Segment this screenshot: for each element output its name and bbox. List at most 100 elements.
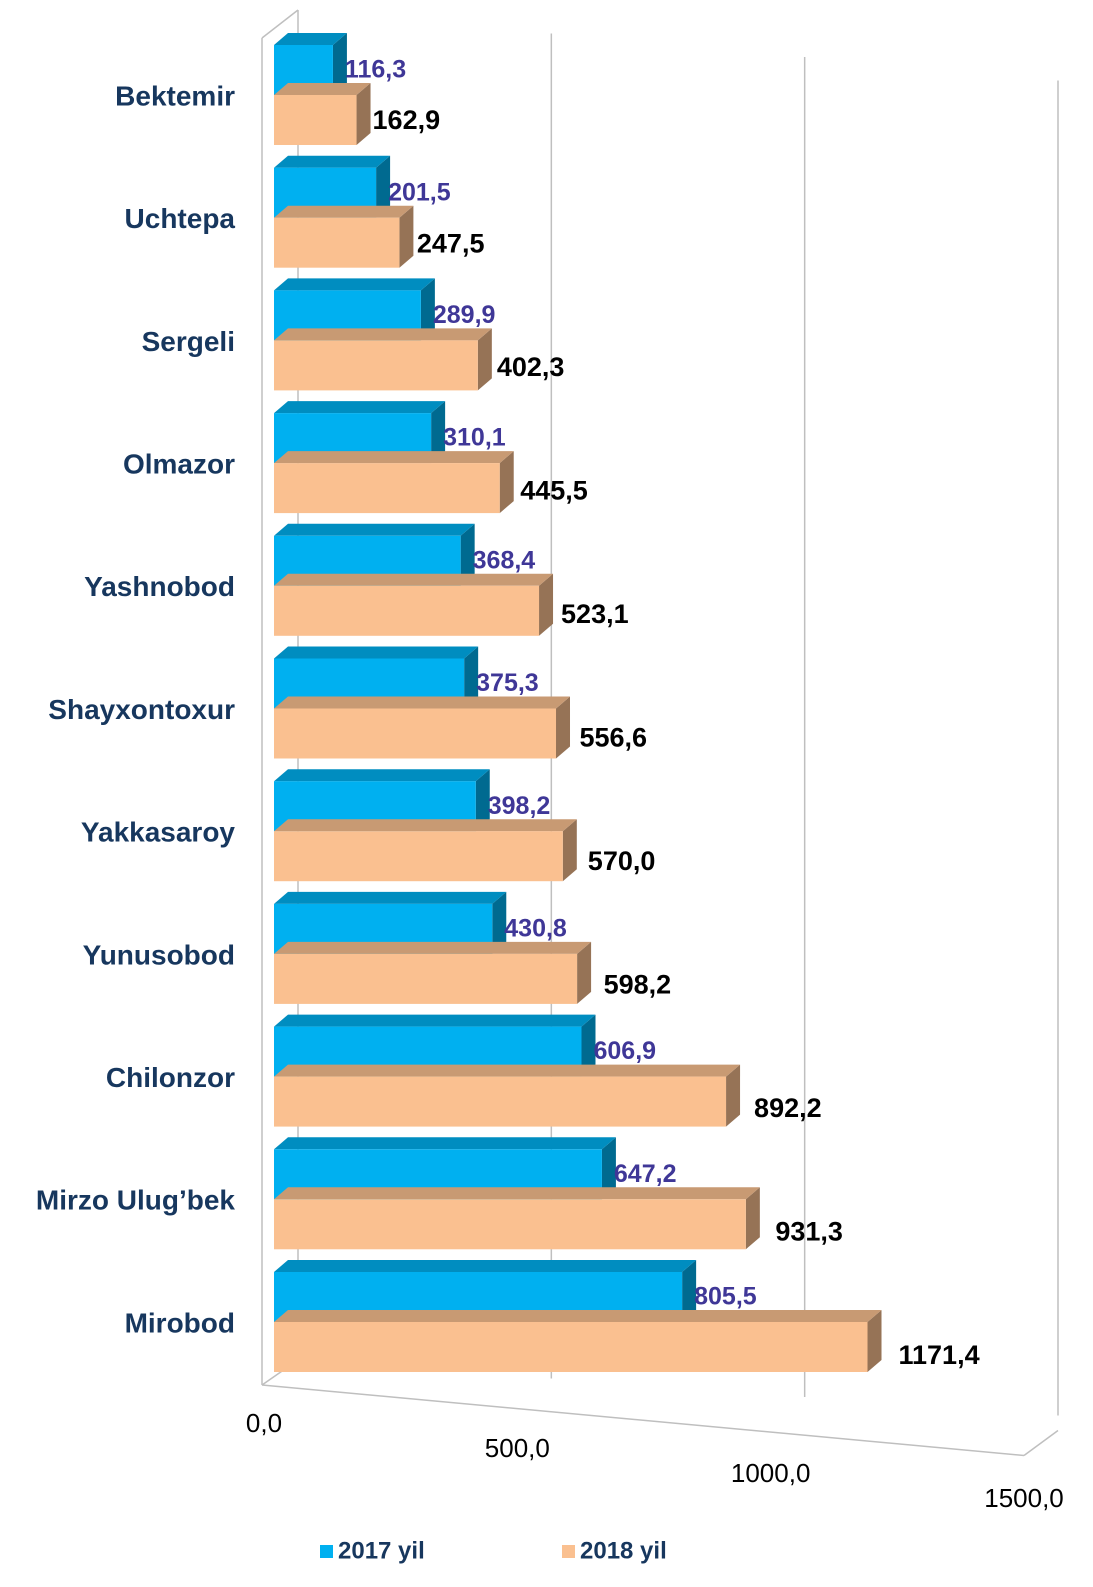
category-label: Shayxontoxur: [48, 694, 235, 725]
value-label: 201,5: [388, 178, 451, 206]
bar-top: [274, 819, 577, 832]
category-label: Yakkasaroy: [81, 817, 236, 848]
category-label: Mirzo Ulug’bek: [36, 1185, 236, 1216]
value-label: 931,3: [775, 1217, 843, 1247]
x-tick-label: 500,0: [485, 1433, 550, 1463]
bar-side: [376, 155, 391, 218]
bar: [274, 831, 563, 882]
category-label: Yashnobod: [84, 571, 235, 602]
value-label: 445,5: [520, 476, 588, 506]
bar-side: [431, 401, 446, 464]
bar: [274, 340, 478, 391]
legend-label: 2018 yil: [580, 1537, 667, 1564]
bar: [274, 708, 557, 759]
bar: [274, 217, 400, 268]
bar-top: [274, 941, 592, 954]
value-label: 116,3: [345, 56, 406, 84]
bar-top: [274, 523, 475, 536]
bar-top: [274, 328, 492, 341]
bar-side: [556, 696, 571, 759]
bar: [274, 1199, 746, 1250]
category-label: Bektemir: [115, 80, 235, 111]
x-tick-label: 1500,0: [984, 1483, 1064, 1513]
category-label: Uchtepa: [125, 203, 236, 234]
bar-side: [577, 941, 592, 1004]
value-label: 247,5: [417, 229, 485, 259]
legend-label: 2017 yil: [338, 1537, 425, 1564]
bar: [274, 1322, 868, 1372]
bar-top: [274, 1187, 760, 1200]
value-label: 598,2: [604, 970, 672, 1000]
bar-side: [581, 1014, 596, 1077]
bar-side: [726, 1064, 741, 1127]
legend-swatch: [320, 1545, 333, 1558]
bar-side: [682, 1260, 697, 1322]
value-label: 606,9: [593, 1037, 656, 1065]
bar-top: [274, 205, 414, 218]
value-label: 398,2: [488, 792, 551, 820]
bar-top: [274, 401, 446, 414]
value-label: 375,3: [476, 669, 539, 697]
bar-top: [274, 83, 371, 95]
bar-side: [499, 451, 514, 514]
bar-top: [274, 1310, 882, 1322]
bar-top: [274, 573, 554, 586]
floor-edge: [261, 1384, 1025, 1457]
bar-top: [274, 1014, 596, 1027]
bar-top: [274, 1260, 697, 1272]
bar-top: [274, 1064, 741, 1077]
x-tick-label: 0,0: [246, 1408, 282, 1438]
bar: [274, 1076, 727, 1127]
bar-side: [399, 205, 414, 268]
value-label: 162,9: [373, 105, 441, 135]
value-label: 556,6: [580, 723, 648, 753]
wall-edge: [261, 9, 299, 39]
value-label: 523,1: [561, 599, 629, 629]
category-label: Chilonzor: [106, 1062, 235, 1093]
bar-side: [420, 278, 435, 341]
value-label: 647,2: [614, 1160, 677, 1188]
value-label: 1171,4: [899, 1340, 980, 1370]
bar: [274, 953, 578, 1004]
value-label: 289,9: [433, 301, 496, 329]
bar: [274, 585, 540, 636]
category-label: Mirobod: [125, 1307, 235, 1338]
bar-top: [274, 769, 490, 782]
bar-top: [274, 696, 571, 709]
value-label: 402,3: [497, 352, 565, 382]
floor-edge: [1023, 1429, 1059, 1457]
value-label: 430,8: [504, 915, 567, 943]
value-label: 805,5: [694, 1283, 757, 1311]
bar-side: [539, 573, 554, 636]
bar-top: [274, 278, 435, 291]
bar-side: [492, 891, 507, 954]
bar-side: [460, 523, 475, 586]
bar-side: [867, 1310, 882, 1372]
category-label: Yunusobod: [83, 939, 235, 970]
bar-top: [274, 1137, 616, 1150]
value-label: 310,1: [443, 424, 506, 452]
legend-swatch: [562, 1545, 575, 1558]
bar-side: [477, 328, 492, 391]
category-label: Olmazor: [123, 448, 235, 479]
bar: [274, 463, 500, 514]
category-label: Sergeli: [142, 326, 235, 357]
bar-side: [475, 769, 490, 832]
value-label: 570,0: [588, 846, 656, 876]
bar-side: [562, 819, 577, 882]
bar-side: [745, 1187, 760, 1250]
value-label: 368,4: [473, 546, 536, 574]
bar-side: [356, 83, 371, 145]
bar: [274, 95, 357, 145]
bar-side: [464, 646, 479, 709]
bar-side: [332, 33, 347, 95]
bar-top: [274, 33, 347, 45]
bar-side: [601, 1137, 616, 1200]
value-label: 892,2: [754, 1093, 822, 1123]
bar-top: [274, 646, 479, 659]
bar-top: [274, 451, 514, 464]
bar-top: [274, 155, 391, 168]
x-tick-label: 1000,0: [731, 1458, 811, 1488]
bar-top: [274, 891, 507, 904]
